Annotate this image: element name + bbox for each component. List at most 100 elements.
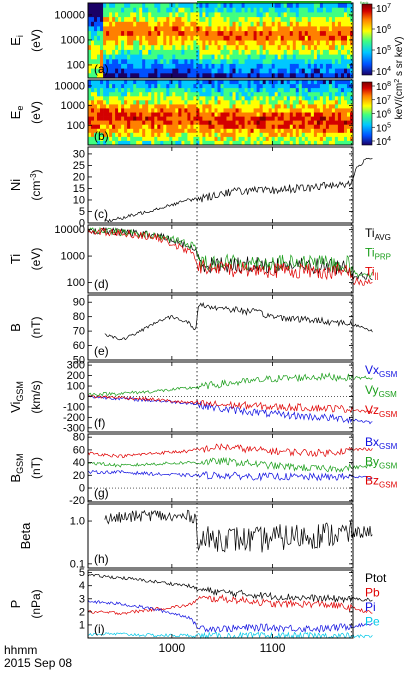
heatmap-cell — [232, 112, 236, 117]
heatmap-cell — [127, 59, 131, 65]
heatmap-cell — [341, 17, 345, 23]
heatmap-cell — [347, 45, 351, 51]
heatmap-cell — [341, 7, 345, 13]
heatmap-cell — [289, 45, 294, 51]
heatmap-cell — [175, 140, 179, 146]
heatmap-cell — [341, 21, 345, 27]
heatmap-cell — [133, 59, 137, 65]
heatmap-cell — [244, 45, 249, 51]
heatmap-cell — [217, 92, 221, 97]
heatmap-cell — [112, 45, 116, 51]
heatmap-cell — [244, 128, 249, 134]
heatmap-cell — [94, 128, 98, 134]
heatmap-cell — [202, 104, 206, 109]
heatmap-cell — [247, 112, 252, 117]
heatmap-cell — [121, 45, 125, 51]
heatmap-cell — [175, 59, 179, 65]
heatmap-cell — [331, 35, 336, 41]
heatmap-cell — [109, 140, 113, 146]
heatmap-cell — [274, 84, 279, 89]
heatmap-cell — [247, 45, 252, 51]
heatmap-cell — [298, 21, 303, 27]
heatmap-cell — [328, 124, 333, 130]
heatmap-cell — [139, 31, 143, 37]
heatmap-cell — [347, 140, 351, 146]
heatmap-cell — [112, 84, 116, 89]
heatmap-cell — [292, 12, 297, 18]
heatmap-cell — [226, 31, 230, 37]
heatmap-cell — [301, 88, 306, 93]
heatmap-cell — [205, 92, 209, 97]
legend-entry: Pb — [365, 586, 380, 600]
heatmap-cell — [304, 7, 309, 13]
heatmap-cell — [268, 80, 273, 85]
heatmap-cell — [334, 40, 339, 46]
heatmap-cell — [100, 21, 104, 27]
heatmap-cell — [103, 100, 107, 105]
heatmap-cell — [211, 73, 215, 79]
heatmap-cell — [328, 104, 333, 109]
heatmap-cell — [136, 31, 140, 37]
heatmap-cell — [253, 120, 258, 126]
heatmap-cell — [91, 54, 95, 60]
heatmap-cell — [163, 104, 167, 109]
heatmap-cell — [274, 100, 279, 105]
heatmap-cell — [265, 112, 270, 117]
heatmap-cell — [256, 124, 261, 130]
heatmap-cell — [172, 35, 176, 41]
heatmap-cell — [220, 3, 224, 9]
heatmap-cell — [313, 104, 318, 109]
heatmap-cell — [127, 45, 131, 51]
heatmap-cell — [199, 49, 203, 55]
heatmap-cell — [325, 45, 330, 51]
heatmap-cell — [139, 112, 143, 117]
heatmap-cell — [181, 92, 185, 97]
heatmap-cell — [157, 104, 161, 109]
heatmap-cell — [325, 104, 330, 109]
heatmap-cell — [274, 63, 279, 69]
heatmap-cell — [259, 54, 264, 60]
heatmap-cell — [220, 12, 224, 18]
heatmap-cell — [292, 59, 297, 65]
heatmap-cell — [196, 63, 200, 69]
heatmap-cell — [88, 96, 92, 101]
heatmap-cell — [154, 84, 158, 89]
heatmap-cell — [226, 120, 230, 126]
heatmap-cell — [130, 104, 134, 109]
heatmap-cell — [130, 7, 134, 13]
heatmap-cell — [244, 124, 249, 130]
heatmap-cell — [190, 88, 194, 93]
heatmap-cell — [344, 132, 348, 138]
heatmap-cell — [350, 63, 354, 69]
heatmap-cell — [193, 21, 197, 27]
heatmap-cell — [202, 45, 206, 51]
heatmap-cell — [100, 96, 104, 101]
heatmap-cell — [106, 128, 110, 134]
heatmap-cell — [259, 80, 264, 85]
heatmap-cell — [274, 132, 279, 138]
heatmap-cell — [115, 112, 119, 117]
heatmap-cell — [109, 40, 113, 46]
heatmap-cell — [106, 120, 110, 126]
heatmap-cell — [217, 80, 221, 85]
heatmap-cell — [319, 45, 324, 51]
heatmap-cell — [100, 132, 104, 138]
heatmap-cell — [88, 132, 92, 138]
heatmap-cell — [232, 59, 236, 65]
heatmap-cell — [344, 124, 348, 130]
heatmap-cell — [262, 116, 267, 122]
heatmap-cell — [160, 104, 164, 109]
heatmap-cell — [253, 80, 258, 85]
heatmap-cell — [115, 124, 119, 130]
heatmap-cell — [205, 116, 209, 122]
heatmap-cell — [316, 54, 321, 60]
panel-letter: (d) — [94, 277, 109, 291]
heatmap-cell — [250, 3, 255, 9]
heatmap-cell — [280, 128, 285, 134]
heatmap-cell — [337, 112, 342, 117]
heatmap-cell — [115, 7, 119, 13]
heatmap-cell — [253, 136, 258, 142]
heatmap-cell — [271, 124, 276, 130]
heatmap-cell — [139, 128, 143, 134]
heatmap-cell — [241, 100, 246, 105]
